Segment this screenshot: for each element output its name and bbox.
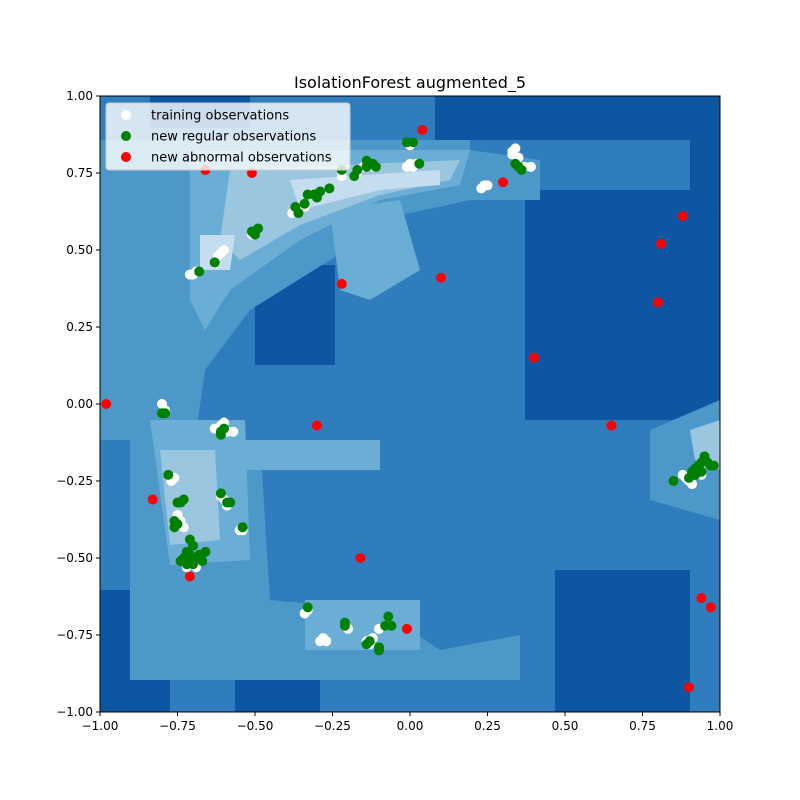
legend-label: training observations (151, 109, 289, 124)
data-point (178, 494, 189, 505)
y-tick-label: −1.00 (56, 705, 93, 719)
data-point (209, 257, 220, 268)
data-point (169, 522, 180, 533)
data-point (370, 161, 381, 172)
data-point (101, 399, 112, 409)
data-point (147, 494, 158, 505)
legend-label: new regular observations (151, 130, 316, 145)
data-point (653, 297, 663, 308)
data-point (302, 602, 313, 613)
data-point (215, 488, 226, 499)
data-point (668, 476, 679, 486)
data-point (215, 429, 226, 440)
data-point (656, 238, 667, 249)
x-tick-label: 0.00 (397, 719, 424, 733)
data-point (401, 623, 412, 634)
x-tick-label: 0.25 (474, 719, 501, 733)
decision-contour (100, 96, 720, 712)
data-point (299, 198, 310, 209)
series-2 (157, 137, 719, 656)
plot-area (100, 96, 720, 712)
data-point (408, 137, 419, 148)
data-point (696, 466, 707, 477)
data-point (696, 593, 707, 604)
legend-box (105, 102, 351, 171)
data-point (197, 556, 208, 567)
data-point (374, 642, 384, 653)
data-point (386, 620, 397, 631)
data-point (355, 553, 366, 563)
data-point (336, 278, 347, 289)
data-point (250, 229, 260, 240)
y-tick-label: −0.25 (56, 474, 93, 488)
data-point (188, 540, 198, 551)
data-point (339, 620, 350, 631)
data-point (606, 420, 617, 431)
x-tick-label: 0.75 (629, 719, 656, 733)
data-point (324, 183, 335, 194)
y-tick-label: 0.00 (66, 397, 93, 411)
y-tick-label: −0.75 (56, 628, 93, 642)
x-tick-label: 0.50 (552, 719, 579, 733)
data-point (302, 189, 313, 200)
data-point (160, 408, 171, 419)
data-point (401, 161, 412, 172)
data-point (163, 469, 174, 480)
data-point (529, 352, 539, 363)
y-tick-label: 0.50 (66, 243, 93, 257)
data-point (194, 266, 205, 277)
data-point (200, 546, 211, 557)
data-point (705, 602, 716, 613)
x-tick-label: −0.50 (237, 719, 274, 733)
data-point (677, 211, 688, 222)
data-point (364, 636, 375, 647)
legend: training observations new regular observa… (105, 102, 351, 171)
x-tick-label: −0.25 (314, 719, 351, 733)
data-point (228, 426, 239, 437)
data-point (290, 201, 301, 212)
series-3 (101, 124, 716, 693)
data-point (498, 177, 508, 188)
scatter-points (101, 124, 719, 693)
legend-marker (121, 152, 131, 162)
y-axis: −1.00 −0.75 −0.50 −0.25 0.00 0.25 0.50 0.75 1.00 (56, 89, 100, 719)
data-point (684, 682, 694, 693)
legend-label: new abnormal observations (151, 151, 332, 166)
data-point (225, 497, 236, 508)
x-tick-label: −1.00 (82, 719, 119, 733)
legend-marker (121, 131, 131, 141)
data-point (321, 636, 332, 647)
y-tick-label: 1.00 (66, 89, 93, 103)
y-tick-label: 0.75 (66, 166, 93, 180)
x-axis: −1.00 −0.75 −0.50 −0.25 0.00 0.25 0.50 0.75 1.00 (82, 712, 734, 733)
data-point (349, 171, 360, 182)
data-point (525, 161, 536, 172)
legend-marker (121, 110, 131, 120)
data-point (708, 460, 719, 471)
y-tick-label: −0.50 (56, 551, 93, 565)
data-point (188, 559, 198, 570)
data-point (417, 124, 428, 135)
y-tick-label: 0.25 (66, 320, 93, 334)
x-tick-label: 1.00 (707, 719, 734, 733)
data-point (436, 272, 446, 283)
data-point (184, 571, 195, 582)
data-point (516, 164, 527, 175)
x-tick-label: −0.75 (159, 719, 196, 733)
data-point (476, 183, 487, 194)
data-point (414, 158, 425, 169)
data-point (237, 522, 248, 533)
chart-title: IsolationForest augmented_5 (294, 73, 526, 93)
data-point (383, 611, 394, 622)
data-point (312, 420, 322, 431)
